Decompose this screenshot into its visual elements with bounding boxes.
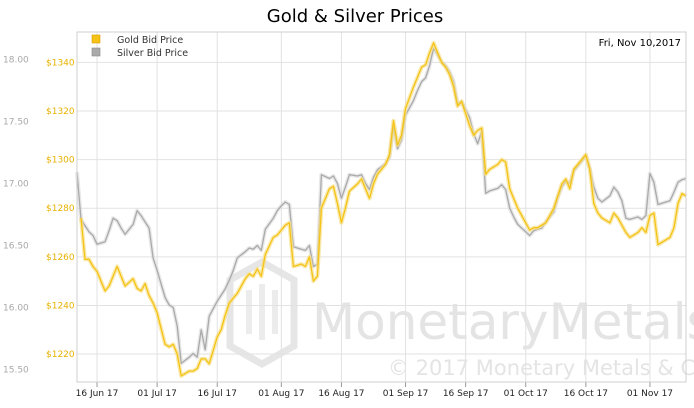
gold-tick-label: $1260 bbox=[46, 253, 75, 263]
x-tick-label: 01 Jul 17 bbox=[137, 389, 177, 399]
x-tick-label: 16 Jun 17 bbox=[76, 389, 119, 399]
watermark: MonetaryMetals® © 2017 Monetary Metals &… bbox=[226, 257, 694, 380]
silver-tick-label: 16.00 bbox=[3, 304, 29, 314]
x-tick-label: 01 Nov 17 bbox=[627, 389, 673, 399]
legend-label-silver: Silver Bid Price bbox=[117, 48, 188, 59]
legend-label-gold: Gold Bid Price bbox=[117, 35, 183, 46]
gold-tick-label: $1220 bbox=[46, 350, 75, 360]
legend-swatch-silver bbox=[91, 47, 101, 57]
x-tick-label: 16 Aug 17 bbox=[318, 389, 364, 399]
gold-tick-label: $1320 bbox=[46, 107, 75, 117]
legend: Gold Bid Price Silver Bid Price bbox=[91, 34, 188, 59]
x-tick-label: 01 Oct 17 bbox=[504, 389, 548, 399]
silver-tick-label: 15.50 bbox=[3, 366, 29, 376]
series-line-gold bbox=[80, 42, 687, 377]
watermark-copyright: © 2017 Monetary Metals & Co. bbox=[388, 356, 694, 380]
grid bbox=[77, 32, 686, 382]
legend-swatch-gold bbox=[91, 34, 101, 44]
plot-area bbox=[75, 40, 688, 378]
x-tick-label: 01 Aug 17 bbox=[258, 389, 304, 399]
gold-tick-label: $1240 bbox=[46, 301, 75, 311]
axes: 16 Jun 17 01 Jul 17 16 Jul 17 01 Aug 17 16 A… bbox=[3, 31, 687, 399]
x-tick-label: 16 Jul 17 bbox=[197, 389, 237, 399]
watermark-brand: MonetaryMetals® bbox=[312, 293, 694, 351]
x-tick-label: 01 Sep 17 bbox=[383, 389, 429, 399]
silver-tick-label: 18.00 bbox=[3, 55, 29, 65]
silver-tick-label: 17.00 bbox=[3, 179, 29, 189]
date-label: Fri, Nov 10,2017 bbox=[599, 38, 681, 49]
silver-tick-label: 17.50 bbox=[3, 117, 29, 127]
plot-border bbox=[76, 31, 687, 383]
gold-tick-label: $1300 bbox=[46, 156, 75, 166]
gold-tick-label: $1280 bbox=[46, 204, 75, 214]
silver-tick-label: 16.50 bbox=[3, 241, 29, 251]
chart-title: Gold & Silver Prices bbox=[267, 6, 443, 27]
x-tick-label: 16 Sep 17 bbox=[443, 389, 489, 399]
x-tick-label: 16 Oct 17 bbox=[564, 389, 608, 399]
gold-tick-label: $1340 bbox=[46, 58, 75, 68]
